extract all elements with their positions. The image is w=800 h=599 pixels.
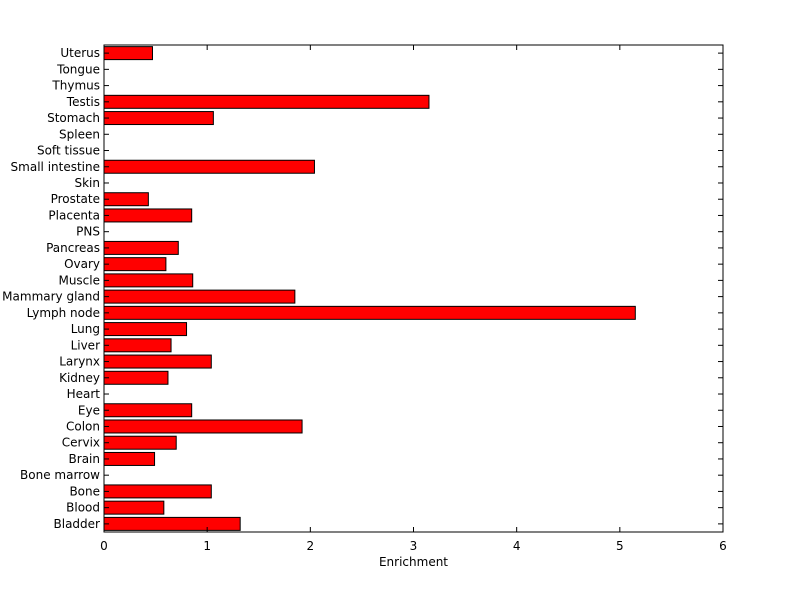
bar-stomach xyxy=(103,111,214,126)
ticks-group xyxy=(103,45,724,532)
bar-placenta xyxy=(103,208,193,223)
x-axis-label: Enrichment xyxy=(379,555,448,569)
category-label-bladder: Bladder xyxy=(54,517,101,531)
x-tick-label-5: 5 xyxy=(616,539,624,553)
category-label-colon: Colon xyxy=(66,419,100,433)
category-label-mammary-gland: Mammary gland xyxy=(2,290,100,304)
category-label-bone: Bone xyxy=(69,484,100,498)
category-label-thymus: Thymus xyxy=(51,79,100,93)
category-label-ovary: Ovary xyxy=(64,257,100,271)
category-label-uterus: Uterus xyxy=(60,46,100,60)
x-tick-labels-group: 0 1 2 3 4 5 6 xyxy=(100,539,727,553)
category-label-muscle: Muscle xyxy=(58,273,100,287)
category-label-blood: Blood xyxy=(66,501,100,515)
category-label-pancreas: Pancreas xyxy=(46,241,100,255)
category-labels-group: Uterus Tongue Thymus Testis Stomach Spleen Sof… xyxy=(2,46,100,531)
category-label-pns: PNS xyxy=(76,225,100,239)
bar-ovary xyxy=(103,257,167,272)
category-label-soft-tissue: Soft tissue xyxy=(37,144,100,158)
bar-muscle xyxy=(103,273,194,288)
x-tick-label-2: 2 xyxy=(307,539,315,553)
bar-uterus xyxy=(103,46,153,61)
category-label-skin: Skin xyxy=(74,176,100,190)
category-label-small-intestine: Small intestine xyxy=(11,160,100,174)
bar-cervix xyxy=(103,435,177,450)
category-label-tongue: Tongue xyxy=(56,62,100,76)
bar-blood xyxy=(103,500,165,515)
bar-liver xyxy=(103,338,172,353)
category-label-testis: Testis xyxy=(66,95,100,109)
bar-lymph-node xyxy=(103,305,636,320)
bar-kidney xyxy=(103,370,169,385)
bars-group xyxy=(103,46,636,531)
bar-brain xyxy=(103,451,156,466)
category-label-prostate: Prostate xyxy=(51,192,100,206)
x-tick-label-0: 0 xyxy=(100,539,108,553)
category-label-larynx: Larynx xyxy=(59,355,100,369)
bar-lung xyxy=(103,322,188,337)
category-label-brain: Brain xyxy=(69,452,100,466)
x-tick-label-1: 1 xyxy=(203,539,211,553)
bar-larynx xyxy=(103,354,212,369)
bar-bone xyxy=(103,484,212,499)
category-label-cervix: Cervix xyxy=(62,436,100,450)
x-tick-label-3: 3 xyxy=(410,539,418,553)
bar-small-intestine xyxy=(103,159,315,174)
category-label-spleen: Spleen xyxy=(59,127,100,141)
category-label-lung: Lung xyxy=(71,322,100,336)
category-label-bone-marrow: Bone marrow xyxy=(20,468,100,482)
x-tick-label-6: 6 xyxy=(719,539,727,553)
bar-bladder xyxy=(103,516,241,531)
category-label-eye: Eye xyxy=(78,403,100,417)
category-label-liver: Liver xyxy=(71,338,101,352)
bar-colon xyxy=(103,419,303,434)
category-label-placenta: Placenta xyxy=(48,208,100,222)
bar-pancreas xyxy=(103,240,179,255)
bar-testis xyxy=(103,94,430,109)
bar-mammary-gland xyxy=(103,289,296,304)
x-tick-label-4: 4 xyxy=(513,539,521,553)
bar-prostate xyxy=(103,192,149,207)
category-label-lymph-node: Lymph node xyxy=(27,306,100,320)
category-label-heart: Heart xyxy=(67,387,101,401)
category-label-kidney: Kidney xyxy=(59,371,100,385)
bar-eye xyxy=(103,403,193,418)
category-label-stomach: Stomach xyxy=(47,111,100,125)
